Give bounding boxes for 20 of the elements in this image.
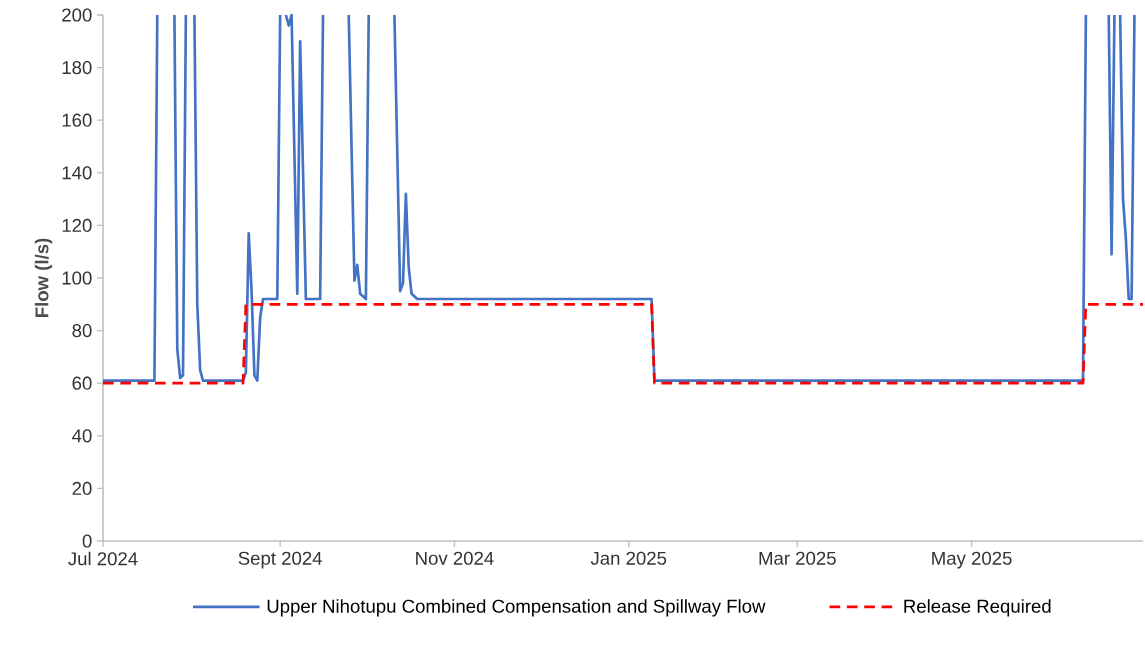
- y-tick-label: 0: [82, 534, 92, 548]
- y-tick-label: 80: [72, 324, 92, 338]
- y-tick-label: 40: [72, 429, 92, 443]
- y-tick-label: 20: [72, 481, 92, 495]
- x-tick-label: Nov 2024: [416, 551, 494, 565]
- legend-label: Release Required: [904, 599, 1051, 617]
- x-tick-label: Jan 2025: [590, 551, 667, 565]
- y-tick-label: 160: [62, 113, 92, 127]
- y-axis-title: Flow (l/s): [34, 238, 53, 318]
- x-tick-label: Mar 2025: [759, 551, 836, 565]
- y-tick-label: 140: [62, 166, 92, 180]
- y-tick-label: 180: [62, 61, 92, 75]
- x-tick-label: Jul 2024: [68, 551, 138, 566]
- y-tick-label: 60: [72, 376, 92, 390]
- x-tick-label: Sept 2024: [238, 551, 322, 569]
- y-tick-label: 120: [62, 218, 92, 232]
- y-tick-label: 100: [62, 271, 92, 285]
- x-tick-label: May 2025: [932, 551, 1012, 569]
- legend-label: Upper Nihotupu Combined Compensation and Spillway Flow: [267, 599, 766, 617]
- y-tick-label: 200: [62, 8, 92, 22]
